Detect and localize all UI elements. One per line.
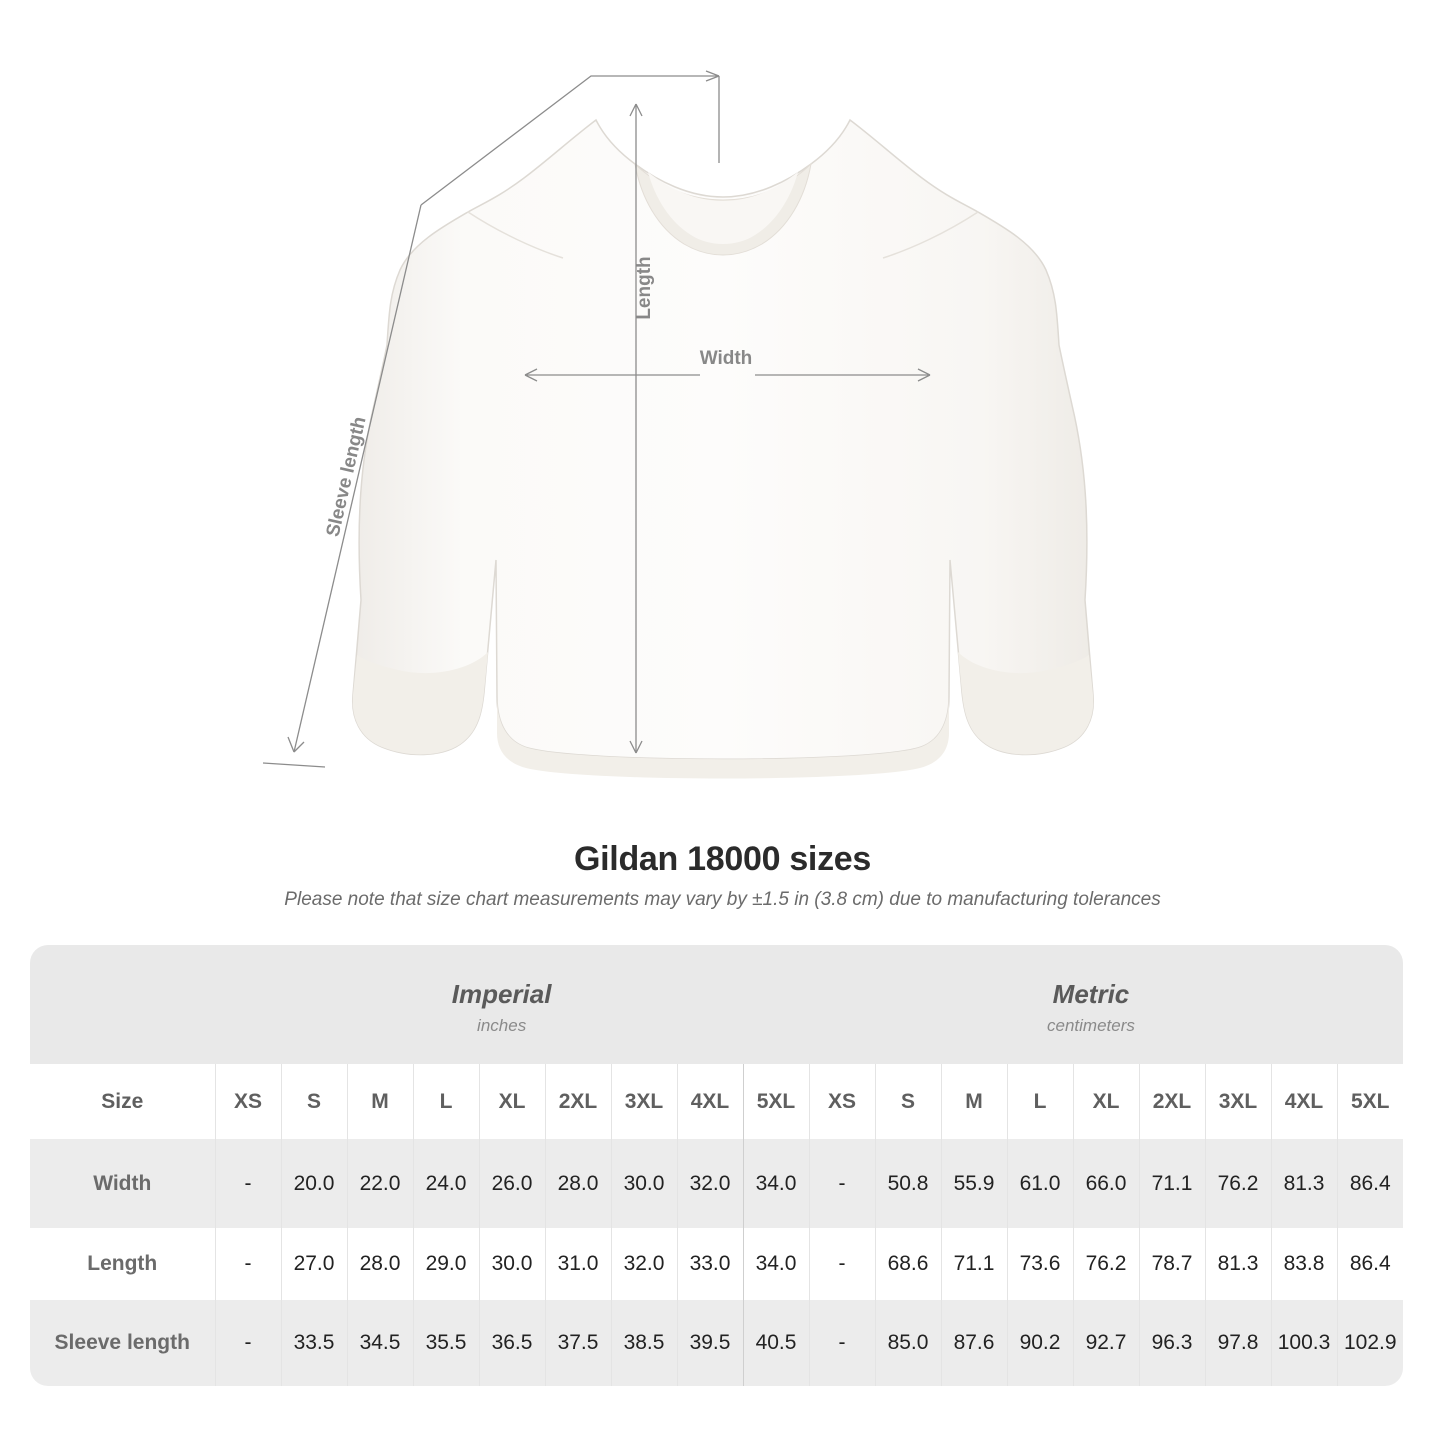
svg-text:Length: Length <box>634 256 655 319</box>
svg-text:Width: Width <box>700 348 753 369</box>
